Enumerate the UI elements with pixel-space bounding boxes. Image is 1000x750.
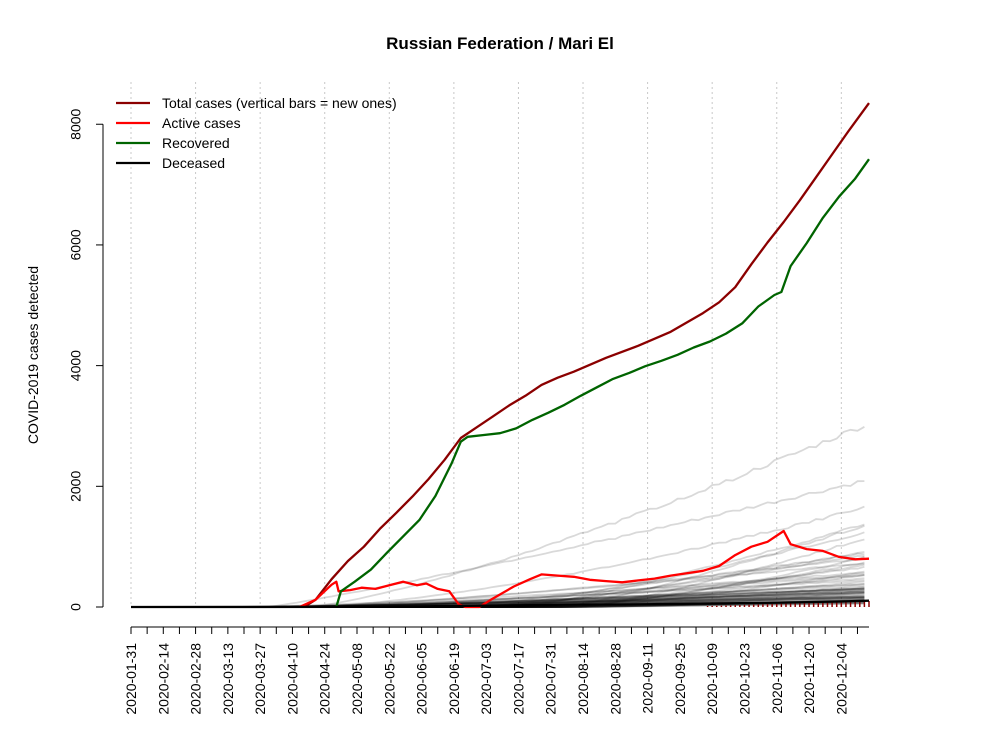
y-tick-label: 4000 bbox=[68, 350, 84, 381]
series-line-3 bbox=[335, 158, 870, 608]
background-region-lines bbox=[131, 426, 865, 608]
y-axis-label: COVID-2019 cases detected bbox=[25, 266, 41, 444]
grid bbox=[130, 82, 842, 607]
new-cases-bars bbox=[706, 601, 870, 607]
x-tick-label: 2020-11-06 bbox=[769, 643, 785, 714]
x-tick-label: 2020-04-10 bbox=[284, 643, 300, 715]
x-tick-label: 2020-11-20 bbox=[801, 643, 817, 714]
series-line-2 bbox=[298, 529, 870, 609]
axes: 0 2000 4000 6000 8000 2020-01-31 2020-02-14 202… bbox=[68, 108, 869, 715]
x-tick-label: 2020-01-31 bbox=[123, 643, 139, 715]
x-tick-label: 2020-08-28 bbox=[607, 643, 623, 715]
x-tick-label: 2020-10-09 bbox=[704, 643, 720, 715]
legend-label: Active cases bbox=[162, 115, 241, 131]
series-line-4 bbox=[130, 599, 870, 609]
x-tick-label: 2020-08-14 bbox=[575, 643, 591, 715]
x-tick-label: 2020-03-13 bbox=[220, 643, 236, 715]
legend-label: Deceased bbox=[162, 155, 225, 171]
series-lines bbox=[130, 102, 870, 609]
legend-label: Total cases (vertical bars = new ones) bbox=[162, 95, 397, 111]
x-tick-label: 2020-02-14 bbox=[155, 643, 171, 715]
x-tick-label: 2020-02-28 bbox=[188, 643, 204, 715]
series-line-1 bbox=[303, 102, 870, 608]
legend-label: Recovered bbox=[162, 135, 230, 151]
x-tick-label: 2020-07-17 bbox=[510, 643, 526, 715]
y-tick-label: 0 bbox=[68, 603, 84, 611]
y-tick-label: 6000 bbox=[68, 229, 84, 260]
x-tick-label: 2020-12-04 bbox=[833, 643, 849, 715]
x-tick-label: 2020-03-27 bbox=[252, 643, 268, 715]
y-tick-label: 8000 bbox=[68, 108, 84, 139]
x-tick-label: 2020-06-19 bbox=[446, 643, 462, 715]
x-tick-label: 2020-07-31 bbox=[543, 643, 559, 715]
x-tick-label: 2020-04-24 bbox=[317, 643, 333, 715]
y-tick-label: 2000 bbox=[68, 471, 84, 502]
chart-title: Russian Federation / Mari El bbox=[386, 34, 614, 53]
x-tick-label: 2020-09-25 bbox=[672, 643, 688, 715]
x-tick-label: 2020-10-23 bbox=[736, 643, 752, 715]
x-tick-label: 2020-05-22 bbox=[381, 643, 397, 715]
legend: Total cases (vertical bars = new ones) Ac… bbox=[116, 95, 397, 171]
x-tick-label: 2020-07-03 bbox=[478, 643, 494, 715]
x-tick-label: 2020-06-05 bbox=[414, 643, 430, 715]
x-tick-label: 2020-05-08 bbox=[349, 643, 365, 715]
x-tick-label: 2020-09-11 bbox=[640, 643, 656, 714]
